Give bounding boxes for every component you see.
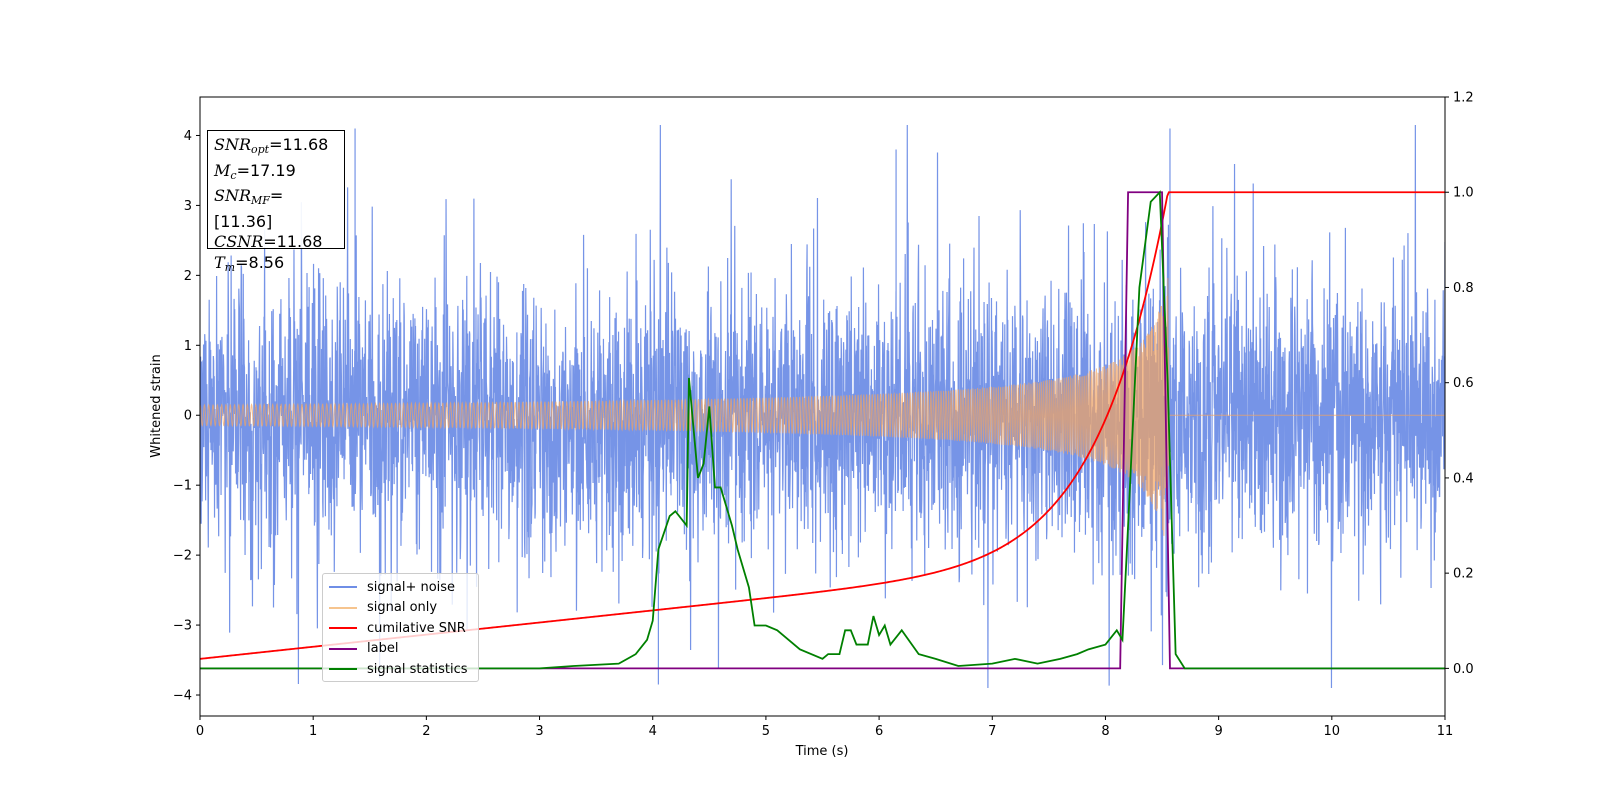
x-tick-label: 2 [422,724,430,739]
y2-tick-label: 0.6 [1453,376,1474,391]
y2-tick-label: 1.2 [1453,91,1474,106]
x-tick-label: 5 [762,724,770,739]
y-tick-label: 3 [184,199,192,214]
annotation-snr-opt: SNRopt=11.68 [214,135,329,156]
legend: signal+ noise signal only cumilative SNR… [322,573,479,682]
y-tick-label: 1 [184,339,192,354]
legend-swatch [329,668,357,671]
series-signal-statistics [200,190,1445,670]
legend-label: cumilative SNR [367,620,466,636]
legend-item-cumulative-snr: cumilative SNR [329,618,472,639]
annotation-mc: Mc=17.19 [214,160,296,182]
y-tick-label: 0 [184,409,192,424]
right-axis: 0.0 0.2 0.4 0.6 0.8 1.0 1.2 [1445,91,1474,677]
y-tick-label: 2 [184,269,192,284]
x-tick-label: 3 [535,724,543,739]
y-tick-label: −2 [173,549,192,564]
y-tick-label: −3 [173,619,192,634]
legend-swatch [329,647,357,650]
annotation-csnr: CSNR=11.68 [214,232,323,251]
x-tick-label: 0 [196,724,204,739]
annotation-snr-mf: SNRMF=[11.36] [214,186,284,231]
x-tick-label: 10 [1324,724,1341,739]
y-tick-label: −4 [173,689,192,704]
y-axis-label: Whitened strain [149,354,164,457]
y-tick-label: 4 [184,129,192,144]
legend-item-label: label [329,639,472,660]
y2-tick-label: 1.0 [1453,186,1474,201]
legend-item-signal-noise: signal+ noise [329,577,472,598]
y2-tick-label: 0.2 [1453,567,1474,582]
x-tick-label: 7 [988,724,996,739]
left-axis: −4 −3 −2 −1 0 1 2 3 4 [173,129,200,704]
legend-swatch [329,606,357,609]
legend-swatch [329,627,357,630]
x-tick-label: 6 [875,724,883,739]
annotation-tm: Tm=8.56 [214,252,285,274]
x-tick-label: 4 [649,724,657,739]
x-tick-label: 11 [1437,724,1454,739]
legend-item-signal-only: signal only [329,598,472,619]
y2-tick-label: 0.8 [1453,281,1474,296]
y-tick-label: −1 [173,479,192,494]
y2-tick-label: 0.0 [1453,662,1474,677]
x-tick-label: 8 [1101,724,1109,739]
series-signal-only [200,277,1445,545]
series-signal-noise [200,124,1445,689]
y2-tick-label: 0.4 [1453,471,1474,486]
legend-label: signal only [367,600,438,616]
annotation-box: SNRopt=11.68 Mc=17.19 SNRMF=[11.36] CSNR… [207,130,345,274]
x-axis-label: Time (s) [795,744,849,759]
x-axis: 0 1 2 3 4 5 6 7 8 9 10 11 [196,716,1453,739]
legend-label: signal+ noise [367,579,456,595]
plot-frame [199,96,1446,717]
legend-swatch [329,586,357,589]
x-tick-label: 1 [309,724,317,739]
x-tick-label: 9 [1214,724,1222,739]
legend-label: signal statistics [367,661,468,677]
legend-item-signal-statistics: signal statistics [329,659,472,680]
legend-label: label [367,641,399,657]
